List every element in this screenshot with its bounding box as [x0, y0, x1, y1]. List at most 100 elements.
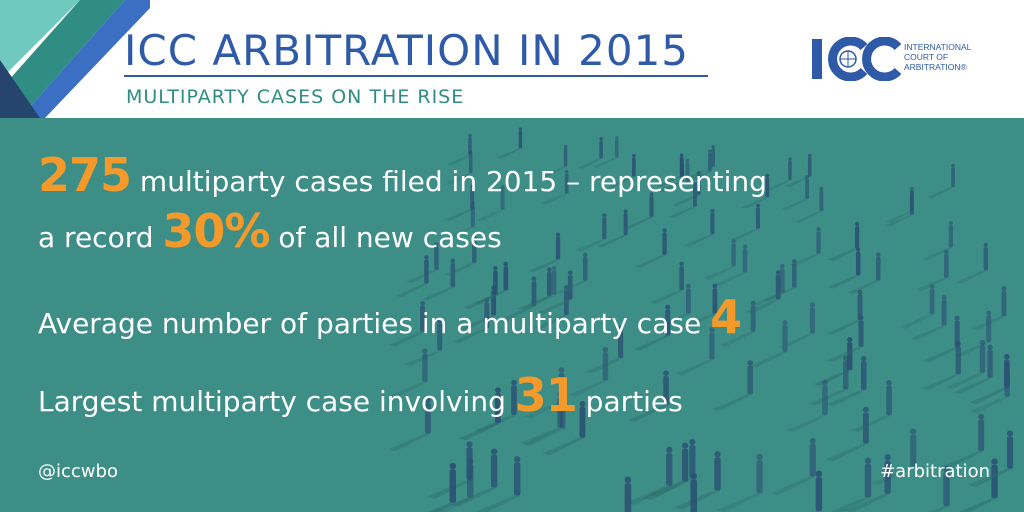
person-silhouette: [577, 136, 603, 169]
person-silhouette: [517, 267, 552, 311]
person-silhouette: [662, 158, 690, 193]
person-silhouette: [750, 264, 785, 307]
person-silhouette: [929, 466, 950, 512]
person-silhouette: [712, 360, 753, 411]
logo-wordmark: INTERNATIONAL COURT OF ARBITRATION®: [904, 42, 971, 72]
person-silhouette: [475, 185, 505, 222]
corner-stripes-decoration: [0, 0, 150, 118]
person-silhouette: [520, 391, 564, 445]
person-silhouette: [826, 289, 863, 335]
person-silhouette: [955, 242, 989, 284]
stat-number-average: 4: [710, 290, 742, 344]
page-subtitle: MULTIPARTY CASES ON THE RISE: [126, 86, 465, 108]
person-silhouette: [945, 339, 986, 389]
person-silhouette: [627, 370, 669, 422]
person-silhouette: [714, 244, 748, 286]
person-silhouette: [444, 201, 475, 240]
person-silhouette: [827, 247, 861, 289]
person-silhouette: [395, 255, 429, 298]
person-silhouette: [501, 276, 537, 321]
person-silhouette: [826, 355, 867, 407]
person-silhouette: [729, 203, 761, 242]
stat-text: multiparty cases filed in 2015 – represe…: [131, 165, 767, 198]
person-silhouette: [474, 379, 517, 433]
stat-number-cases: 275: [38, 148, 132, 202]
person-silhouette: [427, 462, 457, 512]
person-silhouette: [421, 258, 456, 301]
person-silhouette: [967, 430, 1014, 487]
stat-line-largest-case: Largest multiparty case involving 31 par…: [38, 368, 683, 422]
person-silhouette: [634, 228, 667, 268]
stat-text: Average number of parties in a multipart…: [38, 307, 711, 340]
logo-text-line: INTERNATIONAL: [904, 42, 972, 52]
person-silhouette: [703, 239, 736, 280]
person-silhouette: [749, 319, 788, 368]
person-silhouette: [715, 453, 763, 512]
stat-text: of all new cases: [269, 221, 502, 254]
person-silhouette: [921, 341, 961, 391]
person-silhouette: [827, 221, 860, 262]
person-silhouette: [528, 232, 561, 273]
person-silhouette: [497, 127, 523, 159]
person-silhouette: [463, 266, 498, 310]
person-silhouette: [624, 192, 654, 229]
person-silhouette: [745, 270, 781, 314]
person-silhouette: [474, 261, 509, 305]
person-silhouette: [592, 136, 619, 169]
person-silhouette: [668, 182, 697, 219]
person-silhouette: [649, 261, 684, 304]
person-silhouette: [624, 476, 632, 512]
person-silhouette: [910, 294, 947, 341]
person-silhouette: [649, 438, 696, 497]
hashtag: #arbitration: [880, 461, 990, 482]
person-silhouette: [387, 397, 431, 452]
person-silhouette: [829, 457, 872, 512]
person-silhouette: [433, 458, 474, 512]
person-silhouette: [405, 242, 439, 284]
person-silhouette: [915, 249, 949, 292]
person-silhouette: [445, 150, 473, 184]
person-silhouette: [741, 173, 770, 209]
stat-line-total-cases: 275 multiparty cases filed in 2015 – rep…: [38, 148, 767, 202]
person-silhouette: [452, 297, 490, 344]
person-silhouette: [789, 226, 821, 267]
person-silhouette: [642, 442, 689, 501]
person-silhouette: [568, 346, 609, 397]
logo-text-line: COURT OF: [904, 52, 949, 62]
person-silhouette: [813, 470, 823, 512]
person-silhouette: [794, 186, 824, 223]
person-silhouette: [922, 315, 960, 363]
person-silhouette: [542, 401, 586, 456]
person-silhouette: [953, 344, 993, 395]
person-silhouette: [533, 285, 569, 330]
person-silhouette: [388, 300, 426, 347]
crowd-silhouettes-background: [387, 127, 1014, 512]
person-silhouette: [575, 213, 607, 252]
stat-text: parties: [576, 385, 683, 418]
person-silhouette: [625, 446, 673, 505]
person-silhouette: [655, 283, 691, 329]
person-silhouette: [608, 153, 636, 188]
person-silhouette: [446, 133, 472, 166]
person-silhouette: [785, 379, 828, 433]
person-silhouette: [778, 302, 815, 349]
person-silhouette: [843, 454, 891, 512]
person-silhouette: [450, 448, 498, 507]
icc-logo: [812, 37, 902, 81]
person-silhouette: [884, 190, 914, 227]
stats-panel: 275 multiparty cases filed in 2015 – rep…: [0, 118, 1024, 512]
page-title: ICC ARBITRATION IN 2015: [124, 26, 690, 75]
person-silhouette: [969, 362, 1010, 414]
person-silhouette: [921, 221, 954, 261]
person-silhouette: [762, 259, 797, 302]
person-silhouette: [826, 315, 864, 363]
person-silhouette: [444, 235, 477, 276]
person-silhouette: [554, 252, 588, 295]
stat-text: a record: [38, 221, 163, 254]
person-silhouette: [769, 437, 816, 496]
title-underline: [124, 75, 708, 77]
person-silhouette: [656, 153, 684, 187]
person-silhouette: [541, 144, 568, 178]
person-silhouette: [690, 472, 698, 512]
